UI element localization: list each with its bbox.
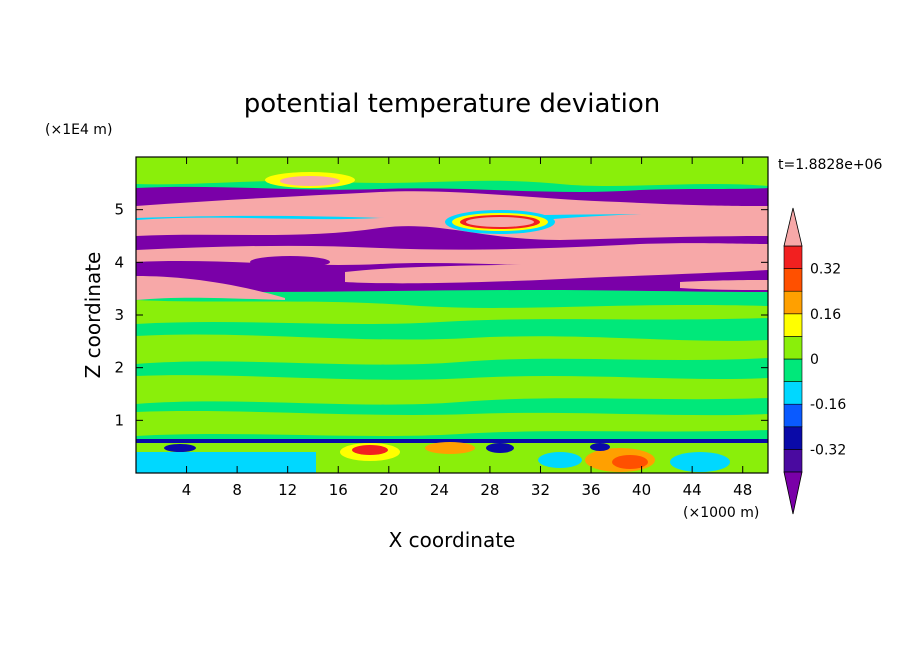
colorbar-label: 0.16 <box>810 307 841 323</box>
contour-region <box>680 280 768 290</box>
y-tick-label: 1 <box>114 411 124 429</box>
colorbar-label: 0 <box>810 352 819 368</box>
contour-region <box>670 452 730 472</box>
colorbar-label: -0.32 <box>810 442 846 458</box>
contour-region <box>590 443 610 451</box>
x-tick-label: 4 <box>182 481 192 499</box>
chart-title: potential temperature deviation <box>244 89 660 119</box>
contour-region <box>136 375 768 405</box>
x-tick-label: 20 <box>379 481 398 499</box>
colorbar-swatch <box>783 290 803 315</box>
colorbar-swatch <box>783 336 803 360</box>
contour-region <box>425 442 475 454</box>
plot-area <box>136 157 768 473</box>
x-tick-label: 44 <box>683 481 702 499</box>
x-unit-label: (×1000 m) <box>683 505 759 521</box>
colorbar-extend-top <box>783 207 803 247</box>
colorbar-label: 0.32 <box>810 262 841 278</box>
contour-region <box>164 444 196 452</box>
contour-region <box>136 411 768 436</box>
x-tick-label: 24 <box>430 481 449 499</box>
colorbar-label: -0.16 <box>810 397 846 413</box>
colorbar-extend-bottom <box>783 471 803 515</box>
x-tick-label: 8 <box>232 481 242 499</box>
contour-region <box>345 256 768 284</box>
y-tick-label: 4 <box>114 253 124 271</box>
y-unit-label: (×1E4 m) <box>45 122 112 138</box>
contour-region <box>486 443 514 453</box>
colorbar-swatch <box>783 449 803 473</box>
colorbar-swatch <box>783 313 803 337</box>
colorbar-swatch <box>783 245 803 269</box>
x-tick-label: 40 <box>632 481 651 499</box>
x-tick-label: 36 <box>581 481 600 499</box>
colorbar: 0.32 0.16 0 -0.16 -0.32 <box>783 207 846 515</box>
colorbar-swatch <box>783 426 803 450</box>
contour-region <box>136 300 768 324</box>
x-axis-ticks: 4 8 12 16 20 24 28 32 36 40 44 48 <box>182 157 752 499</box>
x-tick-label: 28 <box>480 481 499 499</box>
x-tick-label: 12 <box>278 481 297 499</box>
y-tick-label: 2 <box>114 359 124 377</box>
contour-region <box>466 217 534 227</box>
x-tick-label: 32 <box>531 481 550 499</box>
contour-region <box>136 334 768 365</box>
colorbar-swatch <box>783 358 803 382</box>
colorbar-swatch <box>783 268 803 292</box>
contour-region <box>612 455 648 469</box>
contour-region <box>136 276 285 300</box>
contour-region <box>136 452 316 473</box>
y-tick-label: 5 <box>114 201 124 219</box>
contour-region <box>538 452 582 468</box>
contour-region <box>136 439 768 443</box>
y-axis-ticks: 1 2 3 4 5 <box>114 201 768 429</box>
y-axis-label: Z coordinate <box>81 252 105 379</box>
contour-region <box>352 445 388 455</box>
x-tick-label: 48 <box>733 481 752 499</box>
y-tick-label: 3 <box>114 306 124 324</box>
x-tick-label: 16 <box>329 481 348 499</box>
colorbar-swatch <box>783 381 803 405</box>
colorbar-swatch <box>783 403 803 428</box>
time-label: t=1.8828e+06 <box>778 157 882 173</box>
x-axis-label: X coordinate <box>389 528 516 552</box>
contour-region <box>280 176 340 186</box>
